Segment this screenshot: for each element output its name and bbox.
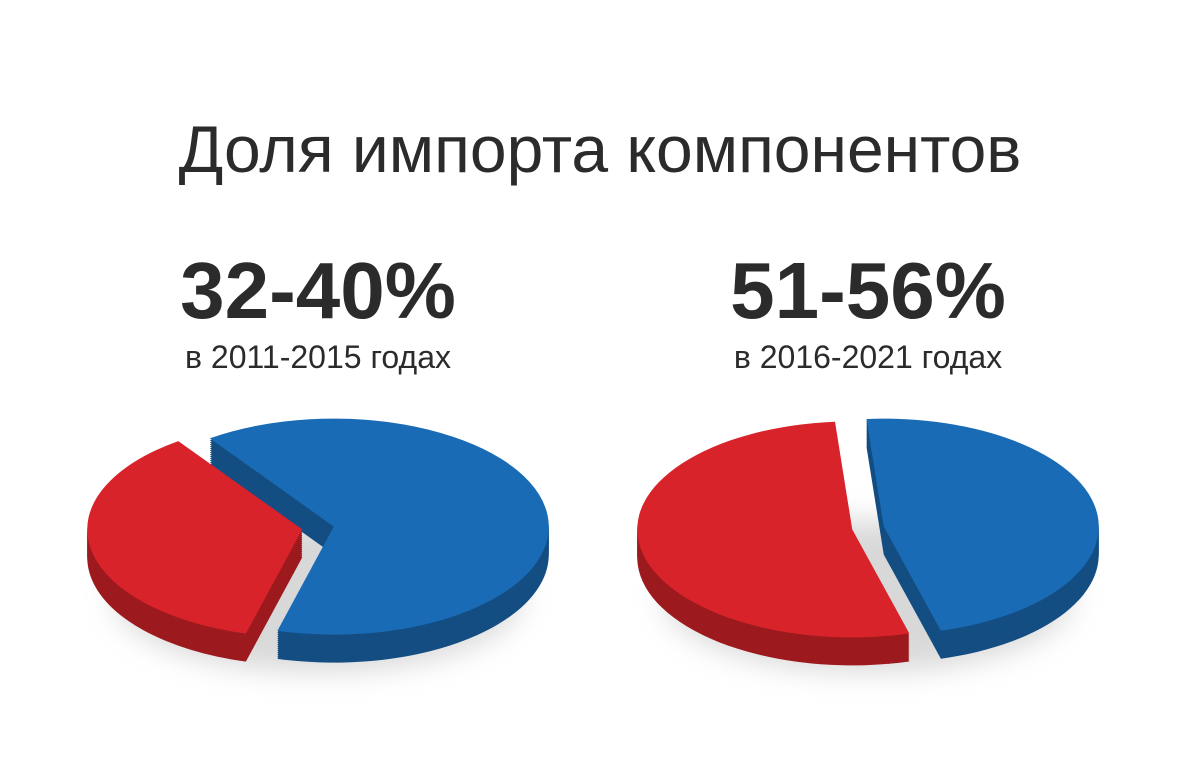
slice	[209, 418, 549, 635]
pie-subtitle: в 2011-2015 годах	[185, 339, 451, 375]
pie-headline: 32-40%	[180, 246, 456, 335]
pie-headline: 51-56%	[730, 246, 1006, 335]
slice	[87, 441, 303, 634]
main-title: Доля импорта компонентов	[179, 112, 1022, 186]
slice	[866, 418, 1099, 631]
pie-subtitle: в 2016-2021 годах	[734, 339, 1002, 375]
slice	[637, 421, 910, 638]
